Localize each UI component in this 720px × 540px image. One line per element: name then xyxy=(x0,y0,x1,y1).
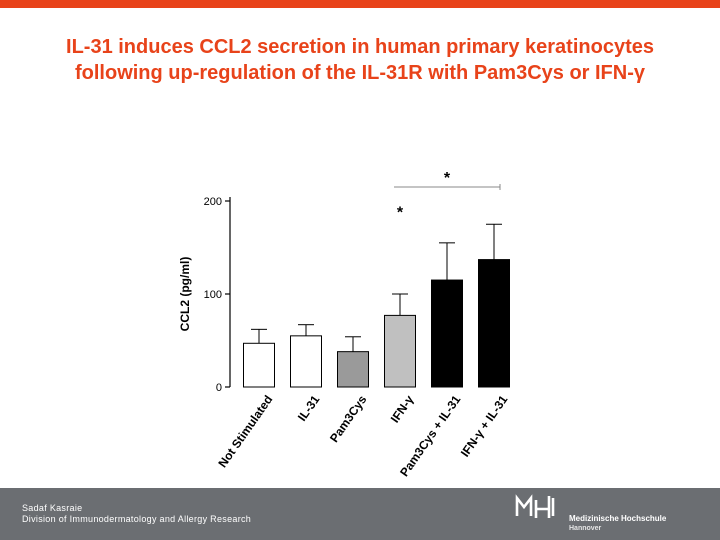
bar xyxy=(243,342,275,388)
bar xyxy=(290,335,322,388)
significance-star: * xyxy=(397,205,404,222)
institution-name: Medizinische Hochschule xyxy=(569,514,667,523)
y-tick-label: 100 xyxy=(204,289,222,301)
bar xyxy=(384,314,416,388)
category-label: IFN-γ + IL-31 xyxy=(458,392,511,459)
y-axis-label: CCL2 (pg/ml) xyxy=(178,257,192,332)
bar xyxy=(431,279,463,388)
slide-title: IL-31 induces CCL2 secretion in human pr… xyxy=(66,36,654,84)
y-tick-label: 0 xyxy=(216,382,222,394)
bar xyxy=(478,259,510,388)
category-label: Not Stimulated xyxy=(215,393,275,470)
top-accent-bar xyxy=(0,0,720,8)
category-label: IL-31 xyxy=(295,392,323,423)
significance-star: * xyxy=(444,170,451,187)
institution-city: Hannover xyxy=(569,525,602,532)
mhh-logo xyxy=(515,494,555,518)
division-name: Division of Immunodermatology and Allerg… xyxy=(22,514,252,524)
category-label: Pam3Cys xyxy=(327,392,370,445)
bar-chart: 0 100 200 CCL2 (pg/ml) Not Stimulated IL-31 Pa… xyxy=(178,170,511,479)
category-label: IFN-γ xyxy=(388,392,417,425)
footer-bar: Sadaf Kasraie Division of Immunodermatol… xyxy=(0,488,720,540)
author-name: Sadaf Kasraie xyxy=(22,503,83,513)
y-tick-label: 200 xyxy=(204,196,222,208)
bar xyxy=(337,351,369,388)
chart-panel: 0 100 200 CCL2 (pg/ml) Not Stimulated IL-31 Pa… xyxy=(137,148,547,479)
